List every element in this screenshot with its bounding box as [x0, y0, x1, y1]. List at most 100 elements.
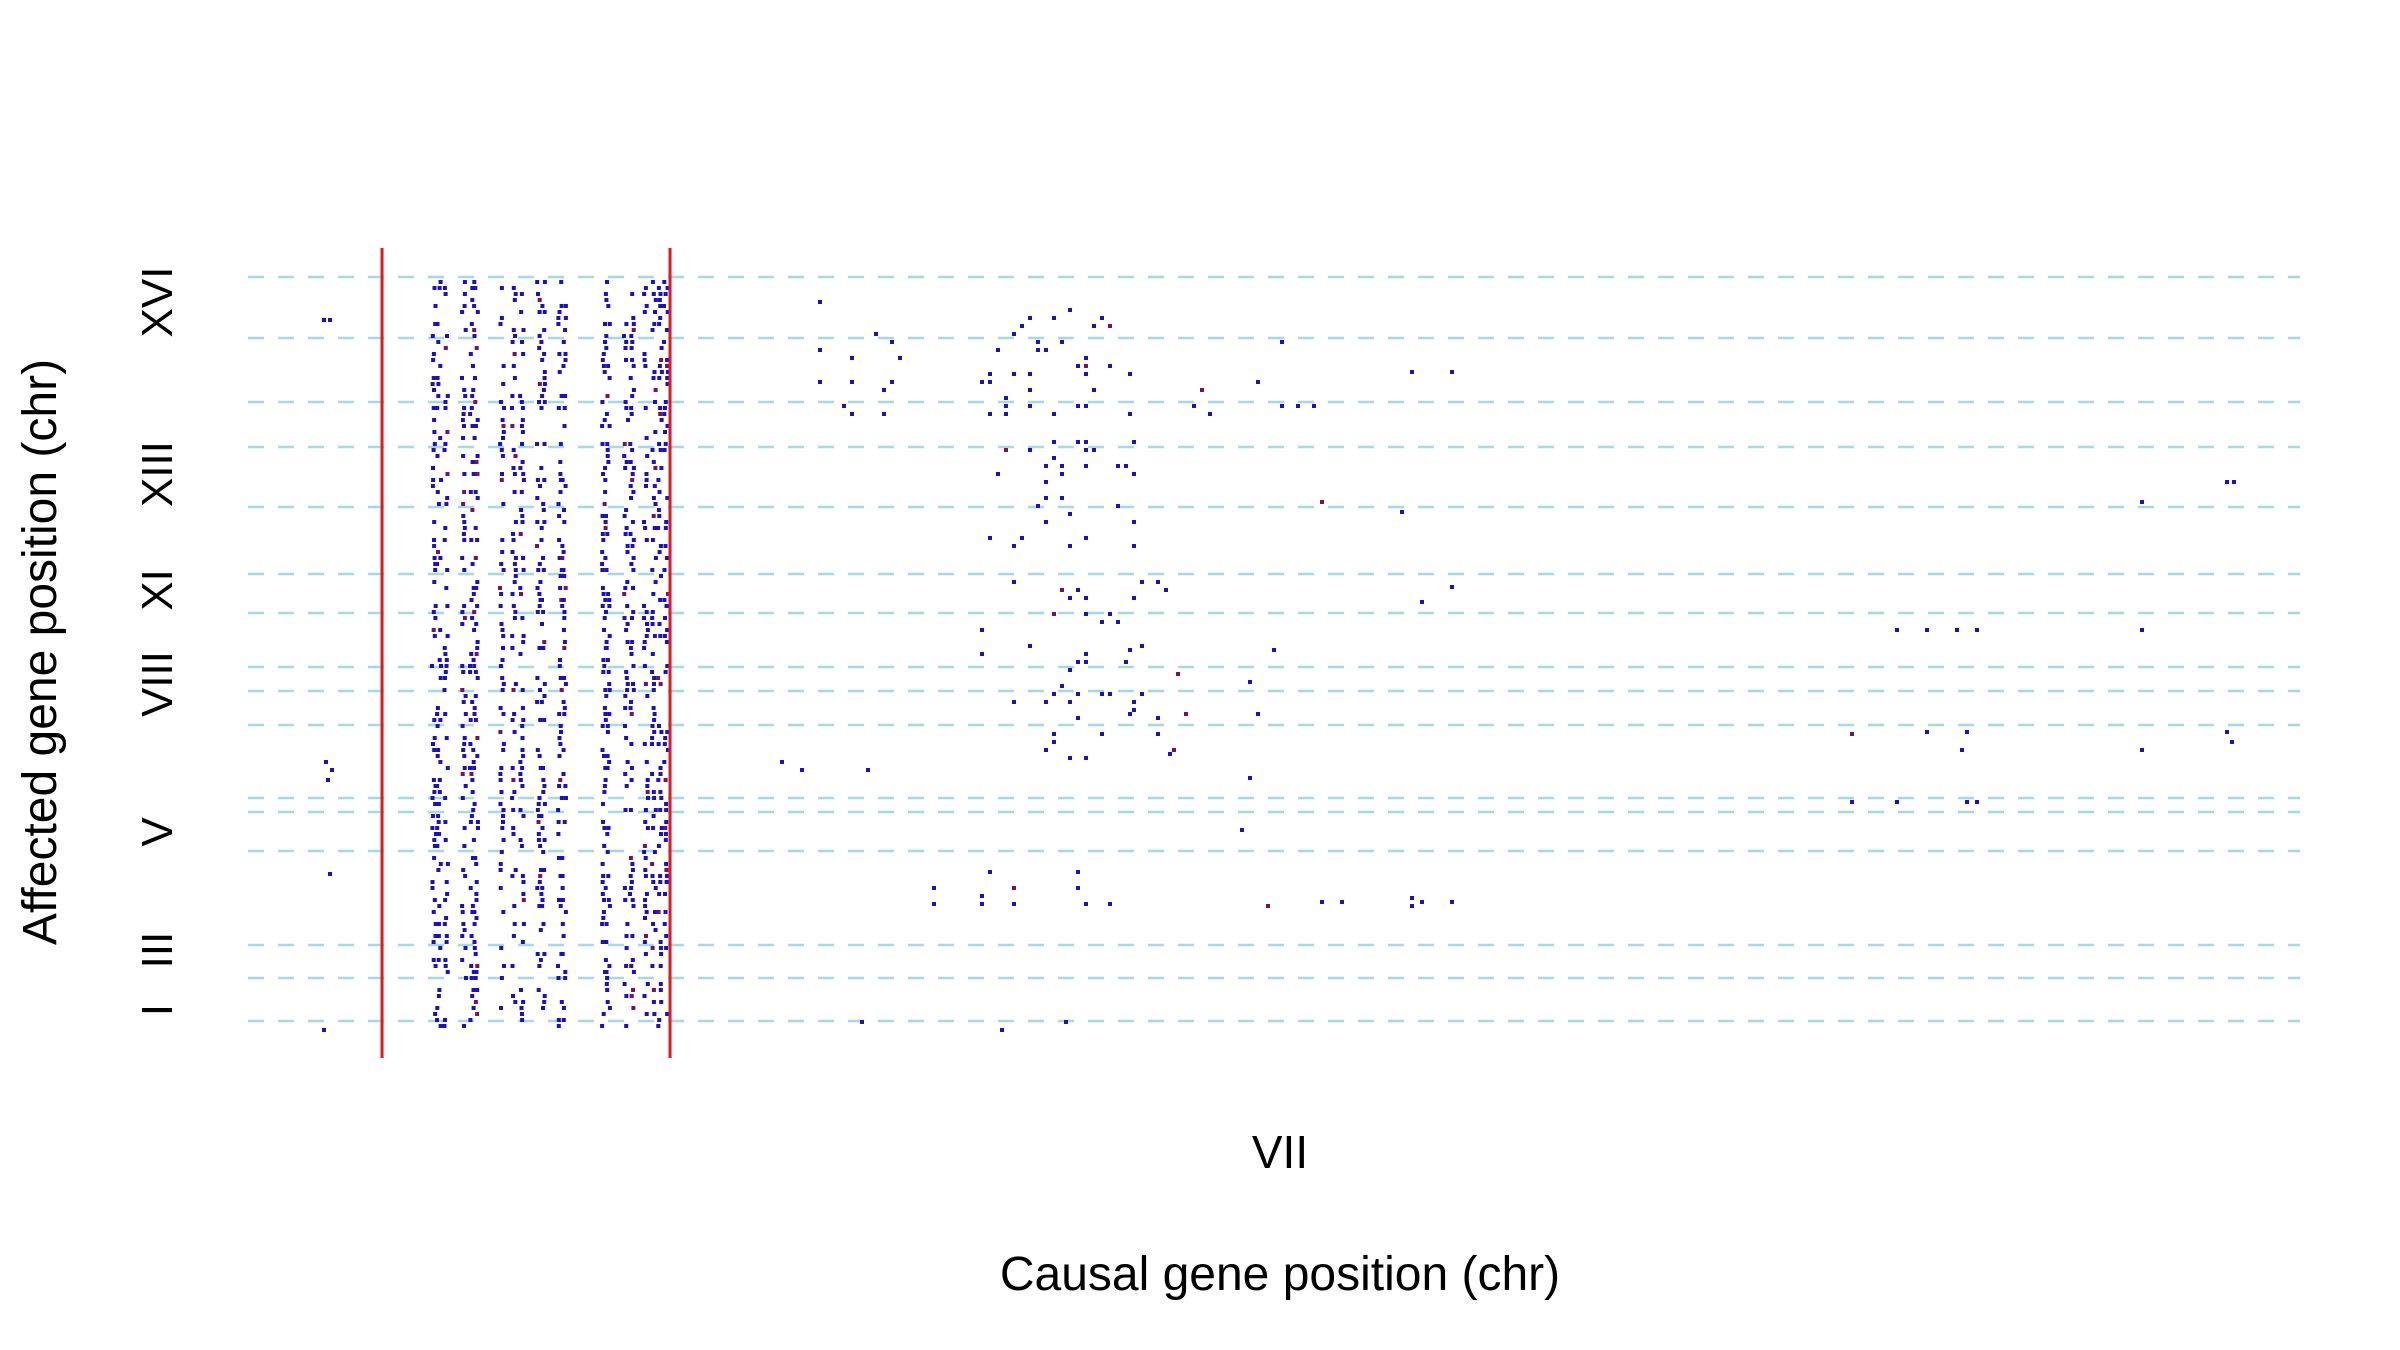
data-point [607, 1006, 612, 1010]
data-point [536, 292, 540, 296]
data-point [624, 628, 629, 632]
data-point [1060, 684, 1064, 688]
data-point [623, 400, 628, 404]
data-point [556, 964, 560, 968]
data-point [932, 886, 936, 890]
data-point [656, 526, 661, 530]
data-point [435, 784, 440, 788]
data-point [665, 1012, 670, 1016]
data-point [642, 664, 647, 668]
data-point [1028, 448, 1032, 452]
data-point [606, 874, 611, 878]
data-point [520, 940, 525, 944]
data-point [1248, 776, 1252, 780]
data-point [542, 868, 547, 872]
data-point [443, 292, 448, 296]
data-point [623, 694, 628, 698]
data-point [540, 622, 544, 626]
data-point [624, 784, 629, 788]
data-point [541, 508, 546, 512]
data-point [561, 340, 566, 344]
data-point [542, 442, 547, 446]
data-point [518, 532, 523, 536]
data-point [624, 526, 629, 530]
data-point [605, 442, 610, 446]
data-point [664, 868, 669, 872]
data-point [1108, 612, 1112, 616]
data-point [512, 298, 517, 302]
data-point [605, 832, 610, 836]
data-point [629, 994, 634, 998]
data-point [469, 964, 474, 968]
data-point [605, 754, 610, 758]
data-point [665, 310, 670, 314]
data-point [520, 418, 525, 422]
data-point [630, 898, 635, 902]
data-point [1028, 404, 1032, 408]
data-point [558, 778, 563, 782]
data-point [980, 628, 984, 632]
data-point [980, 902, 984, 906]
data-point [601, 472, 605, 476]
data-point [520, 874, 525, 878]
data-point [1108, 324, 1112, 328]
data-point [470, 616, 475, 620]
data-point [643, 286, 648, 290]
data-point [629, 562, 634, 566]
data-point [431, 958, 436, 962]
data-point [1052, 412, 1056, 416]
data-point [443, 820, 448, 824]
data-point [850, 412, 854, 416]
data-point [663, 778, 668, 782]
data-point [664, 874, 669, 878]
data-point [501, 748, 506, 752]
data-point [602, 628, 606, 632]
data-point [1044, 520, 1048, 524]
data-point [665, 370, 670, 374]
data-point [432, 442, 437, 446]
data-point [472, 304, 477, 308]
data-point [601, 916, 606, 920]
data-point [653, 502, 658, 506]
data-point [431, 352, 436, 356]
data-point [500, 688, 505, 692]
data-point [623, 586, 628, 590]
data-point [1012, 332, 1016, 336]
data-point [501, 712, 506, 716]
data-point [461, 700, 466, 704]
data-point [652, 850, 657, 854]
data-point [442, 1024, 447, 1028]
data-point [432, 520, 437, 524]
data-point [512, 562, 517, 566]
data-point [624, 964, 629, 968]
data-point [642, 352, 647, 356]
data-point [1068, 596, 1072, 600]
data-point [536, 988, 541, 992]
data-point [600, 358, 605, 362]
data-point [432, 580, 437, 584]
data-point [431, 448, 436, 452]
data-point [432, 844, 437, 848]
data-point [642, 646, 647, 650]
data-point [1052, 440, 1056, 444]
data-point [882, 412, 886, 416]
data-point [662, 598, 667, 602]
data-point [652, 682, 656, 686]
data-point [562, 706, 567, 710]
data-point [473, 1000, 478, 1004]
data-point [520, 424, 524, 428]
data-point [602, 616, 607, 620]
data-point [561, 1018, 566, 1022]
data-point [511, 808, 516, 812]
data-point [521, 1000, 526, 1004]
data-point [605, 730, 610, 734]
data-point [521, 892, 526, 896]
data-point [471, 658, 476, 662]
data-point [463, 784, 468, 788]
data-point [1450, 370, 1454, 374]
data-point [657, 322, 662, 326]
data-point [443, 838, 448, 842]
data-point [642, 310, 647, 314]
data-point [603, 292, 608, 296]
data-point [442, 922, 447, 926]
